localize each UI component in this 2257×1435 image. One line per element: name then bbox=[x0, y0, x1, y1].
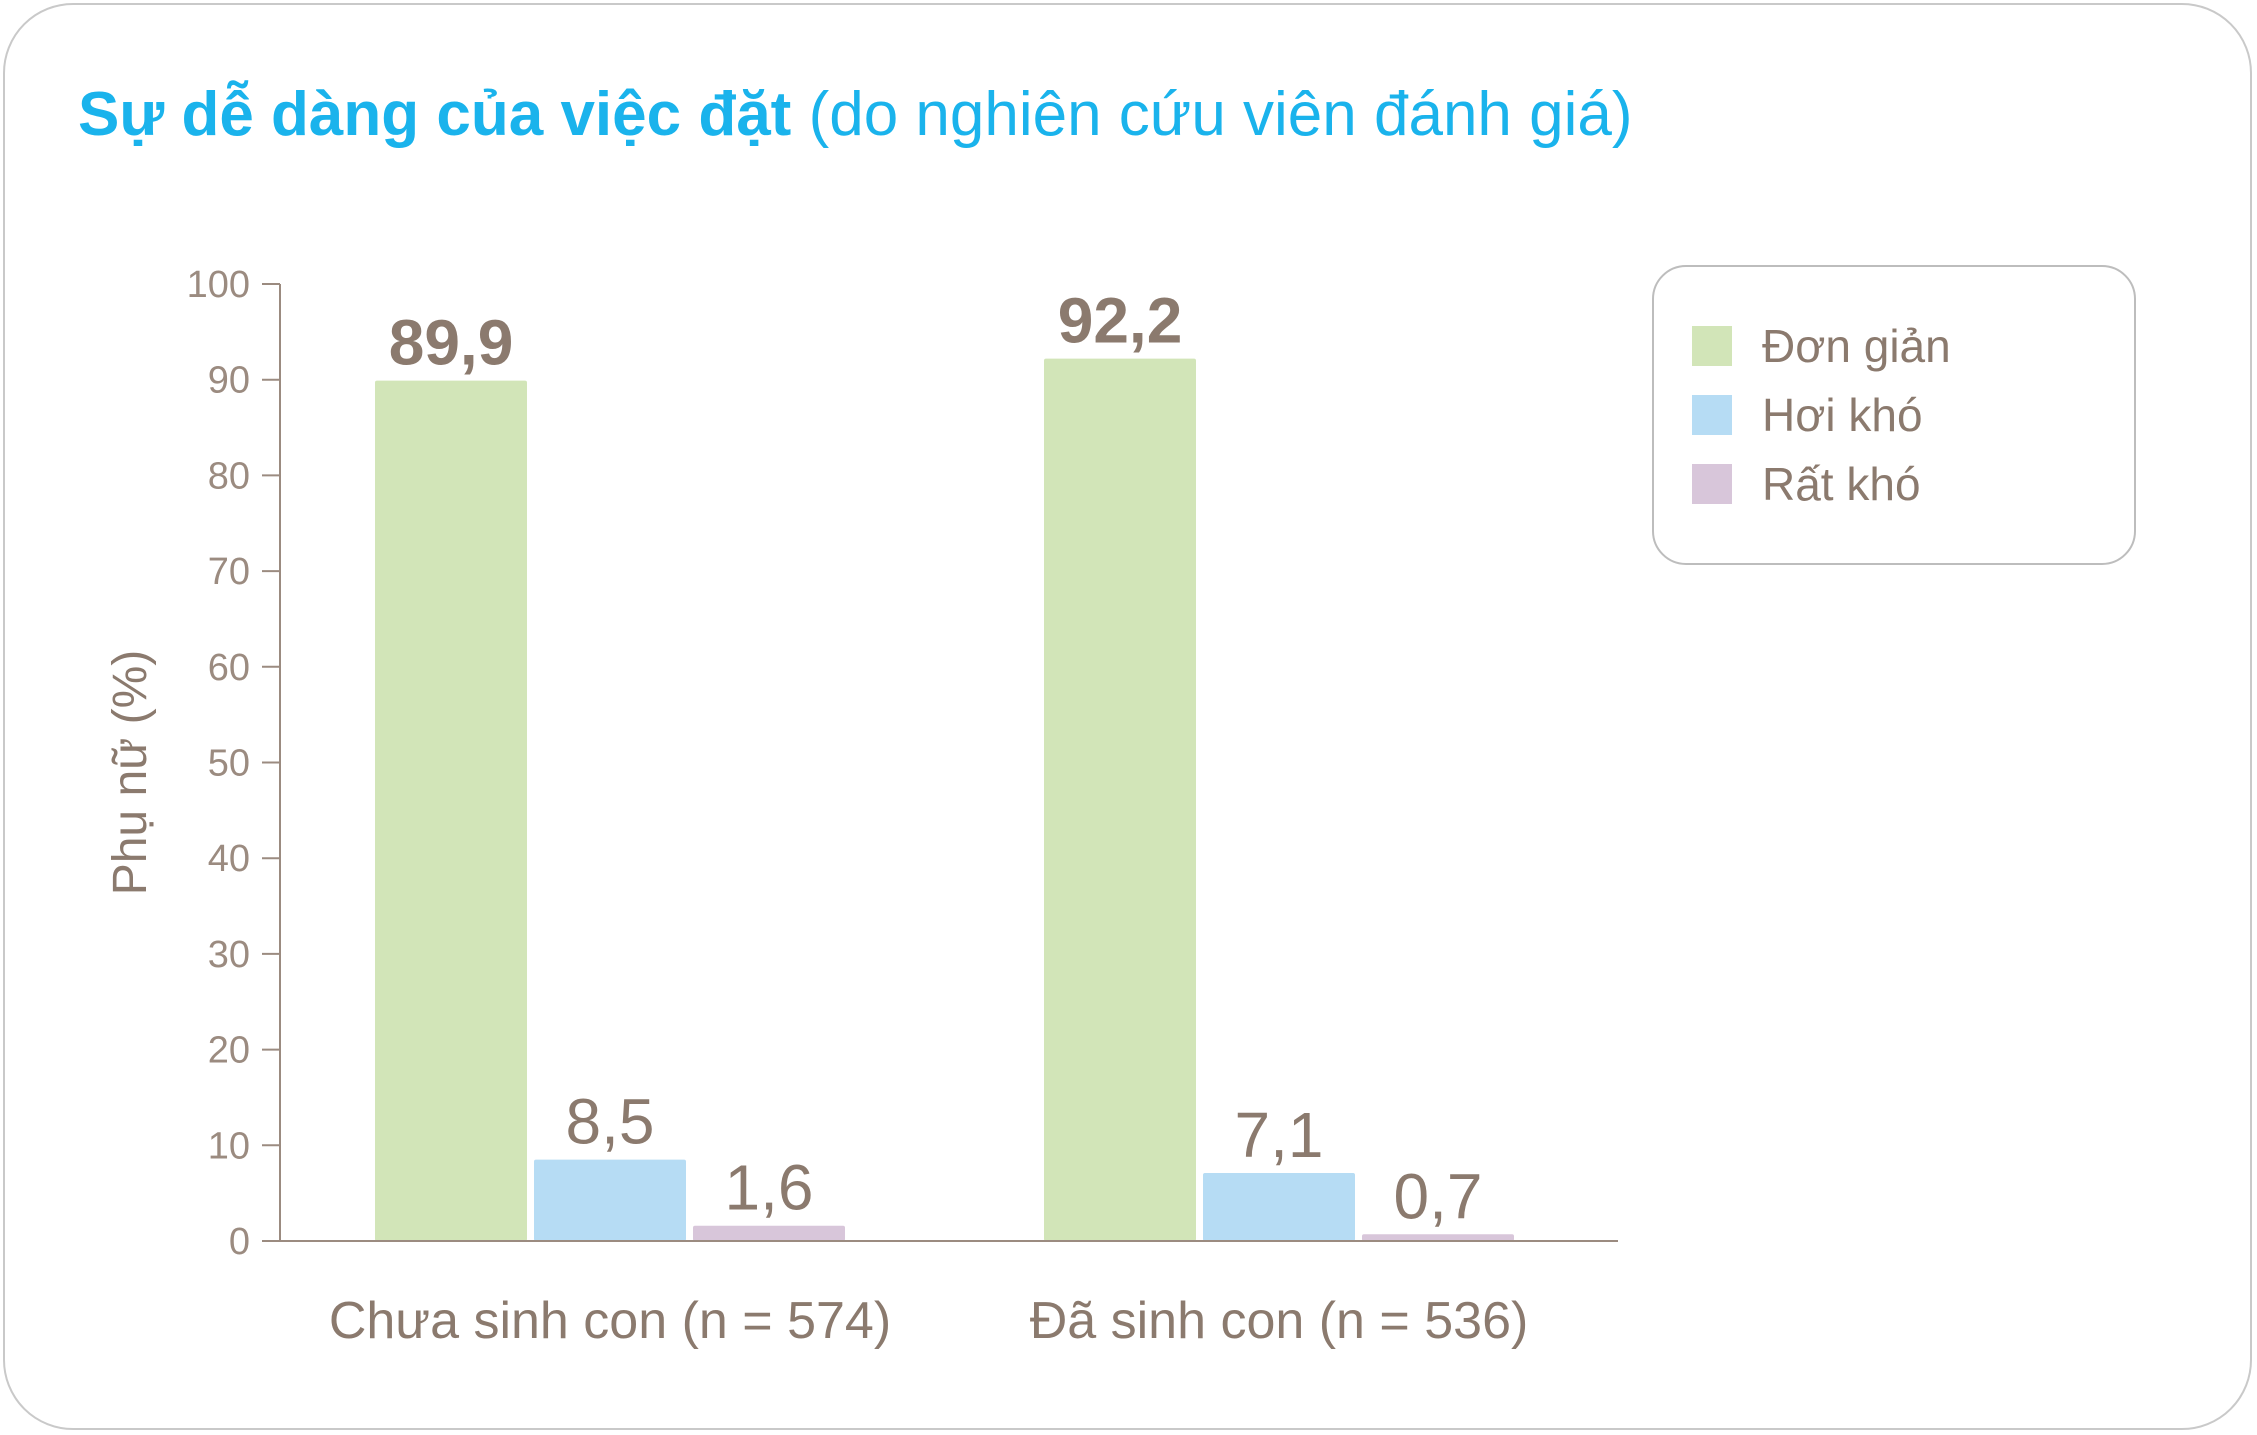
y-tick-label: 70 bbox=[208, 551, 250, 593]
data-label: 7,1 bbox=[1235, 1099, 1324, 1171]
y-tick-label: 100 bbox=[187, 264, 250, 306]
bars bbox=[375, 358, 1514, 1242]
bar bbox=[693, 1225, 845, 1241]
data-label: 89,9 bbox=[389, 307, 514, 379]
legend-label: Hơi khó bbox=[1762, 389, 1923, 441]
y-tick-label: 10 bbox=[208, 1125, 250, 1167]
legend: Đơn giản Hơi khó Rất khó bbox=[1652, 265, 2136, 565]
data-labels: 89,9 8,5 1,6 92,2 7,1 0,7 bbox=[389, 285, 1483, 1233]
y-tick-label: 80 bbox=[208, 455, 250, 497]
y-tick-label: 60 bbox=[208, 647, 250, 689]
legend-label: Đơn giản bbox=[1762, 320, 1951, 372]
legend-label: Rất khó bbox=[1762, 458, 1921, 510]
legend-swatch bbox=[1692, 464, 1732, 504]
chart-title-bold: Sự dễ dàng của việc đặt bbox=[78, 80, 792, 149]
legend-item: Rất khó bbox=[1692, 457, 1921, 511]
data-label: 0,7 bbox=[1394, 1160, 1483, 1232]
data-label: 92,2 bbox=[1058, 285, 1183, 357]
x-axis-categories: Chưa sinh con (n = 574) Đã sinh con (n = … bbox=[329, 1292, 1528, 1350]
bar bbox=[1044, 358, 1196, 1241]
legend-swatch bbox=[1692, 326, 1732, 366]
y-tick-label: 40 bbox=[208, 838, 250, 880]
y-axis-ticks: 0 10 20 30 40 50 60 70 80 90 100 bbox=[187, 264, 280, 1263]
bar bbox=[534, 1159, 686, 1241]
data-label: 8,5 bbox=[566, 1086, 655, 1158]
y-tick-label: 90 bbox=[208, 360, 250, 402]
x-category-label: Chưa sinh con (n = 574) bbox=[329, 1292, 891, 1350]
bar bbox=[375, 380, 527, 1242]
legend-item: Đơn giản bbox=[1692, 319, 1951, 373]
bar bbox=[1362, 1234, 1514, 1241]
y-axis-label: Phụ nữ (%) bbox=[104, 650, 157, 896]
legend-swatch bbox=[1692, 395, 1732, 435]
y-tick-label: 0 bbox=[229, 1221, 250, 1263]
y-tick-label: 20 bbox=[208, 1030, 250, 1072]
x-category-label: Đã sinh con (n = 536) bbox=[1030, 1292, 1529, 1350]
bar bbox=[1203, 1173, 1355, 1241]
chart-title: Sự dễ dàng của việc đặt (do nghiên cứu v… bbox=[78, 78, 1633, 152]
y-tick-label: 30 bbox=[208, 934, 250, 976]
y-tick-label: 50 bbox=[208, 743, 250, 785]
legend-item: Hơi khó bbox=[1692, 388, 1923, 442]
chart-title-rest: (do nghiên cứu viên đánh giá) bbox=[791, 80, 1633, 149]
data-label: 1,6 bbox=[725, 1152, 814, 1224]
